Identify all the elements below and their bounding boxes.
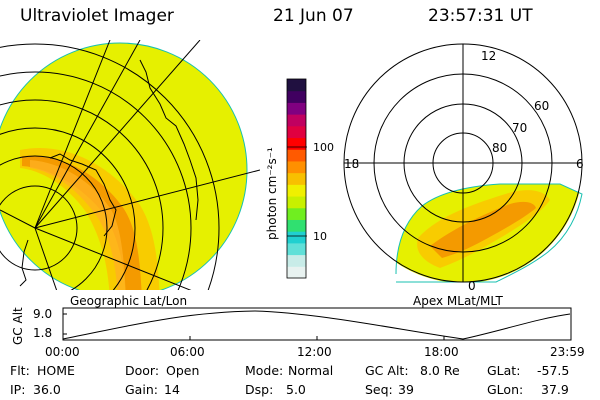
colorbar-segment bbox=[287, 149, 306, 162]
colorbar-segment bbox=[287, 137, 306, 150]
colorbar-segment bbox=[287, 102, 306, 115]
colorbar-segment bbox=[287, 172, 306, 185]
dsp-label: Dsp: bbox=[245, 382, 274, 397]
colorbar-segment bbox=[287, 160, 306, 174]
colorbar-segment bbox=[287, 125, 306, 139]
door-label: Door: bbox=[125, 363, 160, 378]
polar-caption: Apex MLat/MLT bbox=[413, 294, 503, 308]
glon-value: 37.9 bbox=[541, 382, 569, 397]
gcalt-label: GC Alt: bbox=[365, 363, 409, 378]
geographic-caption: Geographic Lat/Lon bbox=[70, 294, 187, 308]
time-tick-2359: 23:59 bbox=[550, 345, 585, 359]
colorbar-segment bbox=[287, 196, 306, 209]
gain-value: 14 bbox=[164, 382, 180, 397]
polar-image: 12 18 6 0 60 70 80 bbox=[343, 43, 584, 293]
seq-value: 39 bbox=[398, 382, 414, 397]
altitude-timeline: 9.0 1.8 GC Alt 00:00 06:00 12:00 18:00 2… bbox=[11, 307, 585, 359]
geographic-image bbox=[0, 40, 260, 290]
mode-label: Mode: bbox=[245, 363, 284, 378]
gcalt-value: 8.0 Re bbox=[420, 363, 460, 378]
colorbar-segment bbox=[287, 114, 306, 127]
glat-label: GLat: bbox=[487, 363, 521, 378]
mode-value: Normal bbox=[288, 363, 334, 378]
ip-value: 36.0 bbox=[33, 382, 61, 397]
dsp-value: 5.0 bbox=[286, 382, 306, 397]
colorbar-segment bbox=[287, 79, 306, 92]
alt-tick-1-8: 1.8 bbox=[33, 326, 52, 340]
observation-date: 21 Jun 07 bbox=[273, 6, 354, 26]
mlt-meridians bbox=[344, 44, 582, 282]
mlt-label-12: 12 bbox=[481, 49, 496, 63]
time-tick-0000: 00:00 bbox=[45, 345, 80, 359]
alt-axis-label: GC Alt bbox=[11, 307, 25, 345]
ip-label: IP: bbox=[10, 382, 26, 397]
colorbar-unit-label: photon cm⁻²s⁻¹ bbox=[265, 147, 279, 240]
time-tick-1200: 12:00 bbox=[297, 345, 332, 359]
meridian-lines bbox=[0, 40, 260, 290]
colorbar-segment bbox=[287, 207, 306, 220]
colorbar-segment bbox=[287, 266, 306, 279]
colorbar-label-10: 10 bbox=[313, 230, 327, 243]
colorbar-segment bbox=[287, 184, 306, 197]
coastlines bbox=[19, 59, 199, 287]
mlt-label-0: 0 bbox=[468, 279, 476, 293]
mlat-label-80: 80 bbox=[492, 141, 507, 155]
colorbar-segment bbox=[287, 90, 306, 103]
mlt-label-6: 6 bbox=[576, 157, 584, 171]
instrument-title: Ultraviolet Imager bbox=[20, 6, 174, 26]
glon-label: GLon: bbox=[487, 382, 524, 397]
time-tick-1800: 18:00 bbox=[424, 345, 459, 359]
door-value: Open bbox=[166, 363, 200, 378]
gain-label: Gain: bbox=[125, 382, 158, 397]
colorbar-label-100: 100 bbox=[313, 141, 334, 154]
observation-time: 23:57:31 UT bbox=[428, 6, 533, 26]
time-tick-0600: 06:00 bbox=[170, 345, 205, 359]
colorbar-segment bbox=[287, 254, 306, 267]
colorbar-segment bbox=[287, 231, 306, 244]
altitude-curve bbox=[62, 310, 571, 340]
mlt-label-18: 18 bbox=[344, 157, 359, 171]
glat-value: -57.5 bbox=[537, 363, 570, 378]
colorbar-segment bbox=[287, 242, 306, 256]
latitude-circles bbox=[0, 43, 220, 290]
colorbar-segment bbox=[287, 219, 306, 232]
alt-tick-9: 9.0 bbox=[33, 307, 52, 321]
flt-label: Flt: bbox=[10, 363, 30, 378]
mlat-label-70: 70 bbox=[512, 121, 527, 135]
seq-label: Seq: bbox=[365, 382, 393, 397]
flt-value: HOME bbox=[37, 363, 75, 378]
mlat-label-60: 60 bbox=[534, 99, 549, 113]
colorbar: 100 10 photon cm⁻²s⁻¹ bbox=[265, 78, 334, 279]
